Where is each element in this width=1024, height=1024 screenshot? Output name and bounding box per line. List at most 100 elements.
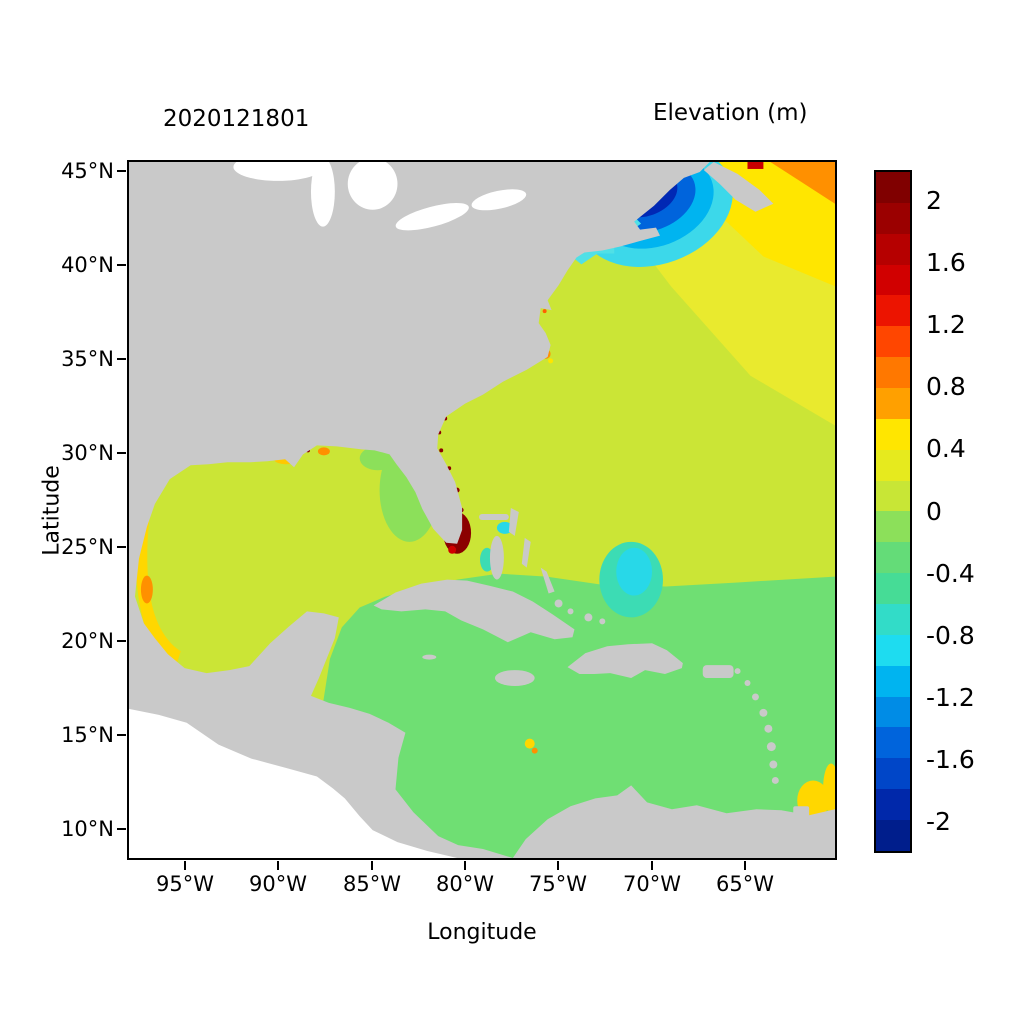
- colorbar-tick-label: -2: [926, 806, 951, 836]
- colorbar-tick-label: 1.6: [926, 248, 966, 278]
- y-tick-label: 40°N: [61, 253, 114, 277]
- y-tick-mark: [117, 170, 126, 172]
- cayman-land: [422, 654, 437, 660]
- colorbar-segment: [876, 820, 910, 851]
- south-florida-hotspot-edge: [448, 545, 457, 554]
- honduras-orange-dot: [531, 747, 538, 754]
- colorbar-segment: [876, 449, 910, 481]
- y-tick-mark: [117, 828, 126, 830]
- y-tick-mark: [117, 452, 126, 454]
- colorbar-segment: [876, 542, 910, 574]
- x-tick-label: 75°W: [529, 872, 587, 896]
- turks-caicos-land: [599, 618, 606, 625]
- lesser-antilles-land: [769, 760, 778, 769]
- west-gulf-gold-strip: [135, 490, 181, 665]
- x-tick-label: 65°W: [716, 872, 774, 896]
- colorbar-segment: [876, 758, 910, 790]
- colorbar: [874, 170, 912, 853]
- long-island-bahamas-land: [540, 567, 555, 594]
- colorbar-segment: [876, 573, 910, 605]
- colorbar-segment: [876, 418, 910, 450]
- colorbar-segment: [876, 634, 910, 666]
- x-tick-mark: [651, 861, 653, 870]
- colorbar-segment: [876, 789, 910, 821]
- map-plot-area: [127, 160, 837, 860]
- colorbar-tick-label: 0: [926, 496, 942, 526]
- y-tick-mark: [117, 734, 126, 736]
- colorbar-segment: [876, 665, 910, 697]
- mobile-bay-orange: [317, 447, 330, 456]
- colorbar-segment: [876, 727, 910, 759]
- colorbar-tick-label: 0.8: [926, 372, 966, 402]
- y-tick-mark: [117, 640, 126, 642]
- turks-caicos-land: [584, 613, 593, 622]
- x-tick-label: 95°W: [156, 872, 214, 896]
- bahama-cyan-patch: [496, 521, 513, 534]
- x-tick-mark: [744, 861, 746, 870]
- lesser-antilles-land: [771, 776, 779, 784]
- colorbar-tick-label: -0.8: [926, 620, 975, 650]
- x-tick-mark: [371, 861, 373, 870]
- lake-michigan: [310, 162, 335, 227]
- estuary-orange-speckle: [542, 309, 547, 314]
- pacific-outside-domain: [129, 708, 458, 858]
- right-edge-gold-sliver: [823, 763, 835, 814]
- bank-cyan-patch: [616, 547, 653, 596]
- x-tick-label: 85°W: [343, 872, 401, 896]
- colorbar-title: Elevation (m): [653, 100, 808, 126]
- y-tick-label: 45°N: [61, 159, 114, 183]
- cuba-land: [373, 579, 575, 643]
- south-america-land: [512, 785, 835, 858]
- colorbar-segment: [876, 295, 910, 327]
- colorbar-tick-label: 2: [926, 186, 942, 216]
- grand-bahama-land: [479, 513, 509, 520]
- coast-red-speckle: [439, 448, 444, 453]
- jamaica-land: [494, 670, 535, 686]
- y-tick-label: 25°N: [61, 535, 114, 559]
- x-tick-mark: [277, 861, 279, 870]
- x-tick-mark: [184, 861, 186, 870]
- y-tick-label: 35°N: [61, 347, 114, 371]
- lesser-antilles-land: [734, 668, 741, 675]
- andros-land: [489, 535, 504, 580]
- hispaniola-land: [567, 643, 683, 679]
- colorbar-segment: [876, 202, 910, 234]
- colorbar-tick-label: 1.2: [926, 310, 966, 340]
- colorbar-tick-label: 0.4: [926, 434, 966, 464]
- colorbar-segment: [876, 357, 910, 389]
- colorbar-segment: [876, 511, 910, 543]
- pamlico-yellow-dot: [548, 358, 554, 364]
- plot-title-date: 2020121801: [163, 106, 310, 132]
- y-tick-mark: [117, 358, 126, 360]
- lesser-antilles-land: [751, 693, 759, 701]
- y-tick-label: 10°N: [61, 817, 114, 841]
- caribbean-green-water: [322, 573, 835, 858]
- lake-erie: [395, 202, 469, 231]
- bahama-cay-land: [567, 608, 574, 615]
- x-tick-mark: [464, 861, 466, 870]
- tamaulipas-orange-patch: [140, 575, 153, 604]
- colorbar-segment: [876, 388, 910, 419]
- elevation-map: [129, 162, 835, 858]
- x-tick-label: 80°W: [436, 872, 494, 896]
- x-tick-label: 90°W: [249, 872, 307, 896]
- y-tick-mark: [117, 264, 126, 266]
- colorbar-segment: [876, 264, 910, 296]
- colorbar-segment: [876, 696, 910, 728]
- y-tick-label: 30°N: [61, 441, 114, 465]
- colorbar-segment: [876, 480, 910, 512]
- honduras-gold-dot: [524, 738, 535, 749]
- abaco-land: [508, 508, 519, 536]
- lesser-antilles-land: [744, 680, 751, 686]
- x-tick-mark: [557, 861, 559, 870]
- lake-superior: [233, 162, 323, 181]
- colorbar-segment: [876, 233, 910, 265]
- colorbar-tick-label: -0.4: [926, 558, 975, 588]
- x-axis-title: Longitude: [427, 920, 537, 945]
- north-central-america-land: [129, 162, 710, 858]
- newfoundland-orange-corner: [770, 162, 835, 204]
- lesser-antilles-land: [764, 724, 773, 733]
- y-tick-label: 15°N: [61, 723, 114, 747]
- x-tick-label: 70°W: [623, 872, 681, 896]
